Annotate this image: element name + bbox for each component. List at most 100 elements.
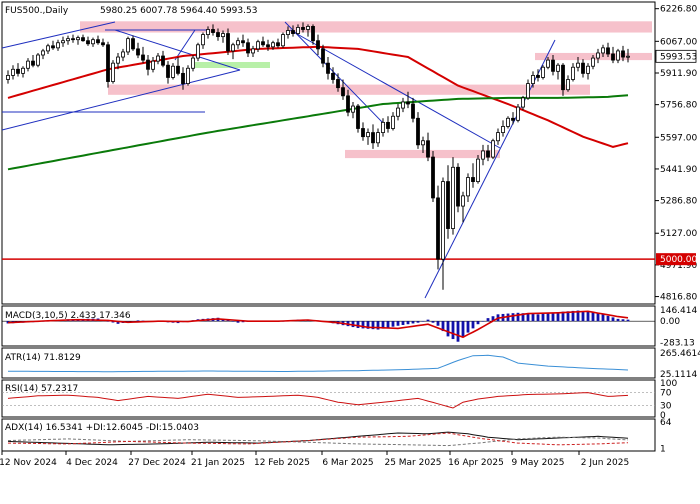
macd-bar: [571, 310, 575, 322]
candle-body: [46, 45, 50, 52]
candle-body: [301, 27, 305, 30]
date-tick-label: 9 May 2025: [512, 458, 565, 468]
candle-body: [571, 66, 575, 80]
level-tag-label: 5000.00: [660, 255, 697, 265]
current-price-label: 5993.53: [660, 52, 697, 62]
atr-panel-frame: [1, 347, 656, 379]
macd-bar: [596, 312, 600, 322]
candle-body: [91, 39, 95, 45]
candle-body: [156, 55, 160, 62]
candle-body: [26, 60, 30, 69]
candle-body: [171, 65, 175, 78]
macd-label: MACD(3,10,5) 2.433 17.346: [5, 311, 131, 321]
adx-series-di: [7, 436, 629, 447]
candle-body: [436, 197, 440, 260]
price-tick-label: 5597.00: [660, 133, 697, 143]
candle-body: [336, 79, 340, 89]
candle-body: [421, 140, 425, 146]
candle-body: [286, 30, 290, 35]
candle-body: [576, 62, 580, 68]
candle-body: [31, 60, 35, 66]
macd-tick-label: -283.13: [660, 339, 695, 349]
candle-body: [621, 50, 625, 58]
candle-body: [471, 177, 475, 182]
price-tick-label: 6226.80: [660, 5, 697, 15]
candle-body: [341, 87, 345, 97]
candle-body: [606, 47, 610, 55]
candle-body: [456, 166, 460, 207]
macd-bar: [381, 321, 385, 329]
macd-bar: [441, 321, 445, 332]
macd-bar: [466, 321, 470, 333]
candle-body: [291, 30, 295, 34]
candle-body: [481, 150, 485, 160]
trend-line: [114, 29, 241, 71]
macd-bar: [446, 321, 450, 337]
candle-body: [581, 62, 585, 74]
rsi-tick-label: 70: [660, 389, 672, 399]
candle-body: [221, 33, 225, 38]
candle-body: [16, 68, 20, 74]
date-tick-label: 21 Jan 2025: [191, 458, 245, 468]
candle-body: [551, 59, 555, 72]
macd-bar: [456, 321, 460, 342]
candle-body: [596, 52, 600, 59]
price-tick-label: 5441.90: [660, 165, 697, 175]
macd-bar: [531, 313, 535, 322]
candle-body: [61, 40, 65, 44]
candle-body: [186, 67, 190, 84]
candle-body: [76, 37, 80, 41]
candle-body: [6, 75, 10, 80]
candle-body: [431, 156, 435, 199]
macd-bar: [561, 311, 565, 322]
candle-body: [411, 103, 415, 119]
macd-bar: [491, 316, 495, 322]
atr-panel: 265.4614 25.1114: [8, 349, 700, 380]
atr-label: ATR(14) 71.8129: [5, 353, 81, 363]
candle-body: [161, 55, 165, 66]
candle-body: [536, 75, 540, 78]
candle-body: [586, 65, 590, 74]
candle-body: [601, 47, 605, 54]
date-tick-label: 4 Dec 2024: [66, 458, 118, 468]
adx-panel: 64 1: [7, 418, 672, 455]
macd-bar: [526, 313, 530, 322]
macd-bar: [576, 310, 580, 322]
atr-tick-label: 265.4614: [660, 349, 700, 359]
macd-bar: [236, 321, 240, 323]
candle-body: [276, 42, 280, 47]
candle-body: [506, 117, 510, 127]
candle-body: [591, 57, 595, 67]
candle-body: [491, 140, 495, 158]
macd-bar: [421, 321, 425, 322]
macd-bar: [581, 311, 585, 322]
price-tick-label: 5127.00: [660, 229, 697, 239]
candle-body: [256, 41, 260, 50]
candle-body: [146, 59, 150, 70]
candle-body: [246, 42, 250, 54]
macd-bar: [426, 319, 430, 322]
candle-body: [121, 51, 125, 58]
candle-body: [331, 72, 335, 80]
macd-bar: [451, 321, 455, 340]
macd-bar: [536, 314, 540, 322]
candle-body: [261, 41, 265, 46]
candle-body: [36, 54, 40, 66]
macd-bar: [586, 311, 590, 322]
candle-body: [361, 128, 365, 138]
candle-body: [521, 97, 525, 108]
trend-line: [289, 29, 501, 149]
rsi-tick-label: 0: [660, 411, 666, 421]
macd-bar: [361, 321, 365, 329]
macd-bar: [391, 321, 395, 327]
price-tick-label: 5911.90: [660, 69, 697, 79]
candle-body: [386, 121, 390, 129]
date-tick-label: 27 Dec 2024: [128, 458, 186, 468]
rsi-tick-label: 30: [660, 401, 672, 411]
candle-body: [266, 44, 270, 48]
macd-bar: [611, 317, 615, 322]
adx-label: ADX(14) 16.5341 +DI:12.6045 -DI:15.0403: [5, 423, 199, 433]
